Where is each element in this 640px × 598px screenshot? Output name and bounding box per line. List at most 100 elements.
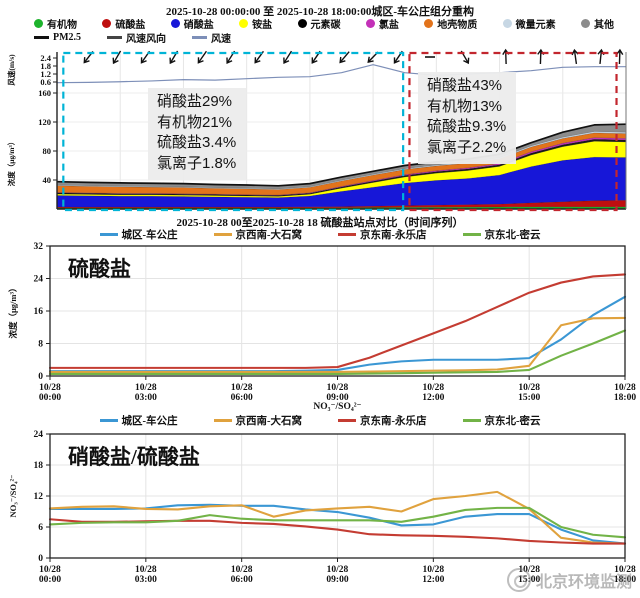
legend-label: PM2.5 (53, 32, 81, 43)
legend-item: 其他 (581, 16, 614, 31)
svg-text:18: 18 (34, 461, 44, 471)
svg-text:6: 6 (38, 523, 43, 533)
svg-text:24: 24 (34, 430, 44, 440)
legend-label: 其他 (594, 16, 614, 31)
svg-text:2.4: 2.4 (40, 53, 51, 63)
legend-item: 京东北-密云 (463, 227, 541, 242)
svg-text:80: 80 (43, 146, 52, 156)
legend-item: PM2.5 (34, 32, 81, 43)
svg-text:浓度（μg/m³）: 浓度（μg/m³） (8, 283, 18, 338)
svg-text:8: 8 (38, 340, 43, 350)
legend-label: 有机物 (47, 16, 77, 31)
legend-line-swatch (100, 419, 118, 422)
annotation-line: 硫酸盐9.3% (427, 117, 506, 138)
legend-line-swatch (100, 233, 118, 236)
legend-dot-swatch (581, 19, 590, 28)
legend-label: 城区-车公庄 (122, 413, 178, 428)
svg-text:16: 16 (34, 307, 44, 317)
svg-text:浓度（μg/m³）: 浓度（μg/m³） (6, 138, 16, 187)
lines-legend: PM2.5 风速风向 风速 (0, 30, 640, 44)
legend-label: 硝酸盐 (184, 16, 214, 31)
legend-item: 铵盐 (239, 16, 272, 31)
legend-label: 京东北-密云 (485, 413, 541, 428)
legend-dot-swatch (424, 19, 433, 28)
legend-item: 元素碳 (298, 16, 341, 31)
annotation-late-period: 硝酸盐43% 有机物13% 硫酸盐9.3% 氯离子2.2% (418, 72, 516, 164)
annotation-line: 硫酸盐3.4% (157, 133, 236, 154)
legend-item: 地壳物质 (424, 16, 477, 31)
legend-label: 京东北-密云 (485, 227, 541, 242)
legend-label: 京西南-大石窝 (236, 227, 303, 242)
annotation-line: 有机物13% (427, 97, 506, 118)
svg-text:12: 12 (34, 492, 44, 502)
sulfate-panel: 2025-10-28 00至2025-10-28 18 硫酸盐站点对比（时间序列… (0, 212, 640, 413)
legend-item: 风速风向 (107, 30, 166, 45)
legend-dot-swatch (366, 19, 375, 28)
composition-panel: 2025-10-28 00:00:00 至 2025-10-28 18:00:0… (0, 0, 640, 212)
svg-text:硝酸盐/硫酸盐: 硝酸盐/硫酸盐 (68, 445, 200, 469)
legend-line-swatch (192, 36, 207, 39)
svg-text:硫酸盐: 硫酸盐 (68, 257, 131, 281)
svg-text:32: 32 (34, 242, 44, 252)
legend-dot-swatch (102, 19, 111, 28)
legend-label: 风速风向 (126, 30, 166, 45)
legend-label: 元素碳 (311, 16, 341, 31)
legend-label: 铵盐 (252, 16, 272, 31)
legend-item: 城区-车公庄 (100, 227, 178, 242)
legend-line-swatch (338, 419, 356, 422)
legend-label: 京东南-永乐店 (360, 227, 427, 242)
svg-text:160: 160 (38, 88, 51, 98)
svg-text:40: 40 (43, 175, 52, 185)
legend-line-swatch (338, 233, 356, 236)
legend-item: 硝酸盐 (171, 16, 214, 31)
sulfate-chart-title: 2025-10-28 00至2025-10-28 18 硫酸盐站点对比（时间序列… (0, 212, 640, 227)
legend-item: 硫酸盐 (102, 16, 145, 31)
annotation-line: 氯离子1.8% (157, 154, 236, 175)
legend-label: 微量元素 (516, 16, 556, 31)
legend-line-swatch (214, 419, 232, 422)
legend-dot-swatch (298, 19, 307, 28)
legend-item: 京西南-大石窝 (214, 413, 303, 428)
legend-label: 氯盐 (379, 16, 399, 31)
legend-label: 京东南-永乐店 (360, 413, 427, 428)
legend-line-swatch (463, 233, 481, 236)
legend-line-swatch (463, 419, 481, 422)
legend-item: 有机物 (34, 16, 77, 31)
legend-line-swatch (107, 36, 122, 39)
station-legend-ratio: 城区-车公庄 京西南-大石窝 京东南-永乐店 京东北-密云 (0, 413, 640, 427)
svg-text:NO₃⁻/SO₄²⁻: NO₃⁻/SO₄²⁻ (8, 474, 18, 517)
legend-dot-swatch (503, 19, 512, 28)
legend-item: 城区-车公庄 (100, 413, 178, 428)
annotation-line: 硝酸盐29% (157, 92, 236, 113)
top-chart-title: 2025-10-28 00:00:00 至 2025-10-28 18:00:0… (0, 0, 640, 16)
annotation-early-period: 硝酸盐29% 有机物21% 硫酸盐3.4% 氯离子1.8% (148, 88, 246, 180)
annotation-line: 硝酸盐43% (427, 76, 506, 97)
annotation-line: 氯离子2.2% (427, 138, 506, 159)
legend-line-swatch (34, 36, 49, 39)
legend-item: 风速 (192, 30, 231, 45)
legend-label: 地壳物质 (437, 16, 477, 31)
svg-text:风速(m/s): 风速(m/s) (6, 54, 16, 86)
legend-label: 硫酸盐 (115, 16, 145, 31)
legend-dot-swatch (171, 19, 180, 28)
svg-text:120: 120 (38, 117, 51, 127)
legend-label: 风速 (211, 30, 231, 45)
legend-item: 京东南-永乐店 (338, 227, 427, 242)
